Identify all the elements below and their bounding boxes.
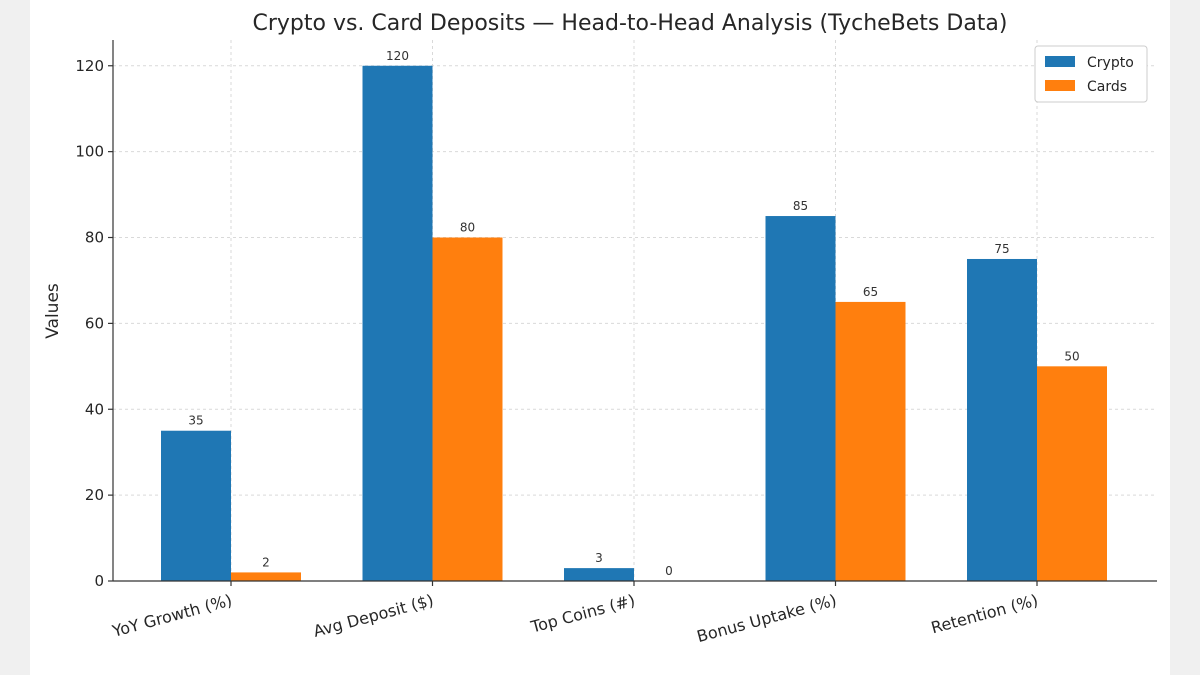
y-tick-label: 120	[75, 57, 104, 75]
y-axis-label: Values	[43, 283, 63, 339]
grid-layer	[113, 40, 1157, 582]
x-category-label: Avg Deposit ($)	[311, 591, 435, 641]
bar-value-label: 65	[863, 285, 878, 299]
chart-title: Crypto vs. Card Deposits — Head-to-Head …	[252, 11, 1007, 36]
bar-value-label: 85	[793, 199, 808, 213]
bar-value-label: 80	[460, 221, 475, 235]
bar-value-label: 50	[1064, 349, 1079, 363]
bar-crypto	[967, 258, 1037, 581]
bar-value-label: 75	[994, 242, 1009, 256]
bar-crypto	[161, 430, 231, 581]
legend-swatch-cards	[1045, 80, 1075, 91]
legend-swatch-crypto	[1045, 56, 1075, 67]
y-tick-label: 40	[85, 400, 104, 418]
y-tick-label: 100	[75, 143, 104, 161]
legend-label-cards: Cards	[1087, 79, 1127, 95]
bar-chart: Crypto vs. Card Deposits — Head-to-Head …	[43, 11, 1157, 647]
bar-cards	[432, 237, 503, 581]
bar-value-label: 120	[386, 49, 409, 63]
x-category-label: Retention (%)	[929, 591, 1040, 638]
bar-cards	[835, 301, 906, 581]
bar-crypto	[765, 216, 836, 582]
x-category-label: Top Coins (#)	[528, 591, 637, 637]
y-tick-label: 20	[85, 486, 104, 504]
bar-cards	[231, 572, 301, 581]
bar-crypto	[362, 65, 433, 581]
bar-value-label: 2	[262, 555, 270, 569]
chart-frame: Crypto vs. Card Deposits — Head-to-Head …	[30, 0, 1170, 675]
bar-value-label: 35	[188, 414, 203, 428]
bar-crypto	[564, 568, 634, 581]
legend-label-crypto: Crypto	[1087, 55, 1134, 71]
bar-value-label: 3	[595, 551, 603, 565]
y-tick-label: 80	[85, 229, 104, 247]
x-category-label: Bonus Uptake (%)	[695, 591, 839, 647]
bar-layer: 35 2 120 80 3 0 85 65 75 50	[161, 49, 1107, 582]
y-tick-label: 0	[94, 572, 104, 590]
bar-value-label: 0	[665, 564, 673, 578]
legend: Crypto Cards	[1034, 45, 1148, 103]
bar-cards	[1037, 366, 1107, 581]
y-tick-label: 60	[85, 314, 104, 332]
x-category-label: YoY Growth (%)	[109, 591, 234, 641]
